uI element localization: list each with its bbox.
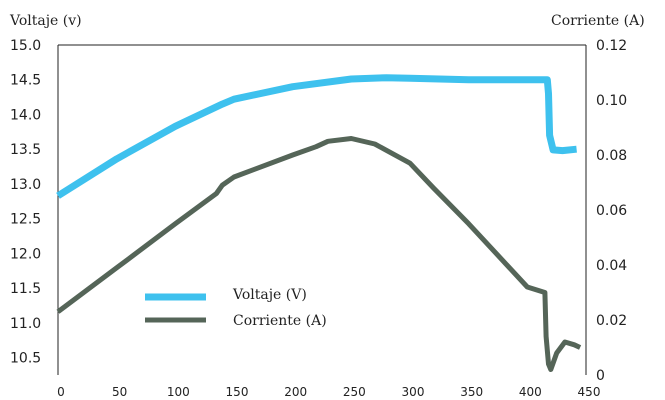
y-left-axis-ticks: 15.0 14.5 14.0 13.5 13.0 12.5 12.0 11.5 11.0 10.5 xyxy=(10,38,41,367)
y-left-tick-label: 15.0 xyxy=(10,38,41,54)
series-line-corriente xyxy=(56,136,582,372)
y-left-tick-label: 13.5 xyxy=(10,142,41,158)
y-left-tick-label: 14.0 xyxy=(10,107,41,123)
y-right-tick-label: 0.06 xyxy=(596,203,627,219)
series-layer xyxy=(56,74,582,372)
y-left-tick-label: 11.0 xyxy=(10,316,41,332)
y-right-tick-label: 0.02 xyxy=(596,313,627,329)
y-left-axis-title: Voltaje (v) xyxy=(9,13,82,29)
x-tick-label: 50 xyxy=(112,385,127,399)
y-left-tick-label: 13.0 xyxy=(10,177,41,193)
y-left-tick-label: 12.0 xyxy=(10,246,41,262)
x-tick-label: 350 xyxy=(460,385,483,399)
y-right-tick-label: 0.08 xyxy=(596,148,627,164)
y-right-axis-ticks: 0.12 0.10 0.08 0.06 0.04 0.02 0 xyxy=(596,38,627,384)
y-left-tick-label: 14.5 xyxy=(10,73,41,89)
legend: Voltaje (V) Corriente (A) xyxy=(145,287,327,329)
y-right-tick-label: 0.10 xyxy=(596,93,627,109)
y-left-tick-label: 12.5 xyxy=(10,212,41,228)
x-tick-label: 100 xyxy=(167,385,190,399)
x-tick-label: 450 xyxy=(578,385,601,399)
x-tick-label: 250 xyxy=(343,385,366,399)
y-right-tick-label: 0 xyxy=(596,368,605,384)
legend-label-voltaje: Voltaje (V) xyxy=(232,287,307,303)
series-line-voltaje xyxy=(56,74,577,199)
y-right-tick-label: 0.12 xyxy=(596,38,627,54)
x-tick-label: 200 xyxy=(284,385,307,399)
x-tick-label: 150 xyxy=(226,385,249,399)
x-axis-ticks: 0 50 100 150 200 250 300 350 400 450 xyxy=(57,385,600,399)
y-left-tick-label: 11.5 xyxy=(10,281,41,297)
x-tick-label: 400 xyxy=(519,385,542,399)
x-tick-label: 300 xyxy=(402,385,425,399)
y-right-tick-label: 0.04 xyxy=(596,258,627,274)
legend-label-corriente: Corriente (A) xyxy=(233,313,327,329)
x-tick-label: 0 xyxy=(57,385,65,399)
y-right-axis-title: Corriente (A) xyxy=(551,13,645,29)
y-left-tick-label: 10.5 xyxy=(10,351,41,367)
